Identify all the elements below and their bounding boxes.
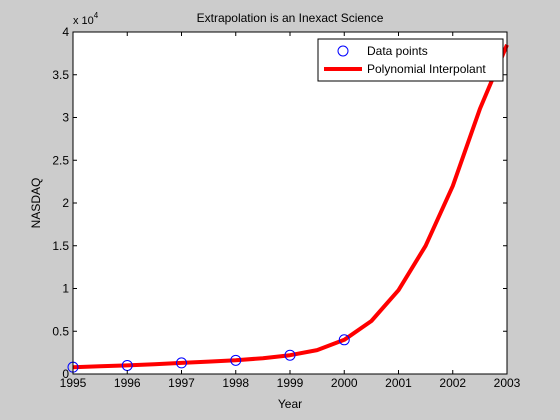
- y-tick-label: 2: [62, 196, 69, 210]
- y-exponent-label: x 104: [73, 11, 99, 27]
- y-exponent-power: 4: [94, 11, 99, 20]
- series-line-polynomial-interpolant: [72, 44, 509, 370]
- y-tick-label: 3: [62, 111, 69, 125]
- legend: Data points Polynomial Interpolant: [317, 38, 504, 82]
- data-point-marker: [284, 349, 296, 361]
- y-tick-label: 1: [62, 282, 69, 296]
- legend-label-data-points: Data points: [367, 44, 428, 58]
- y-axis-ticks: 0 0.5 1 1.5 2 2.5 3 3.5 4: [52, 25, 507, 381]
- x-tick-label: 1998: [222, 376, 249, 390]
- y-tick-label: 0.5: [52, 324, 69, 338]
- chart-title: Extrapolation is an Inexact Science: [197, 11, 384, 25]
- legend-marker-data-points: [337, 45, 349, 57]
- y-axis-label: NASDAQ: [29, 178, 43, 229]
- plot-area: [73, 32, 507, 374]
- legend-label-polynomial: Polynomial Interpolant: [367, 62, 486, 76]
- y-tick-label: 3.5: [52, 68, 69, 82]
- x-tick-label: 2003: [494, 376, 521, 390]
- x-tick-label: 1999: [277, 376, 304, 390]
- x-tick-label: 1995: [60, 376, 87, 390]
- x-axis-label: Year: [278, 397, 302, 411]
- x-tick-label: 2000: [331, 376, 358, 390]
- y-tick-label: 4: [62, 25, 69, 39]
- y-tick-label: 0: [62, 367, 69, 381]
- x-axis-ticks: 1995 1996 1997 1998 1999 2000 2001 2002 2003: [60, 32, 521, 390]
- x-tick-label: 1996: [114, 376, 141, 390]
- legend-box: [317, 38, 504, 82]
- x-tick-label: 1997: [168, 376, 195, 390]
- x-tick-label: 2001: [385, 376, 412, 390]
- y-tick-label: 1.5: [52, 239, 69, 253]
- x-tick-label: 2002: [439, 376, 466, 390]
- y-tick-label: 2.5: [52, 153, 69, 167]
- data-point-marker: [176, 357, 187, 369]
- data-point-marker: [230, 354, 242, 366]
- data-point-marker: [338, 334, 350, 346]
